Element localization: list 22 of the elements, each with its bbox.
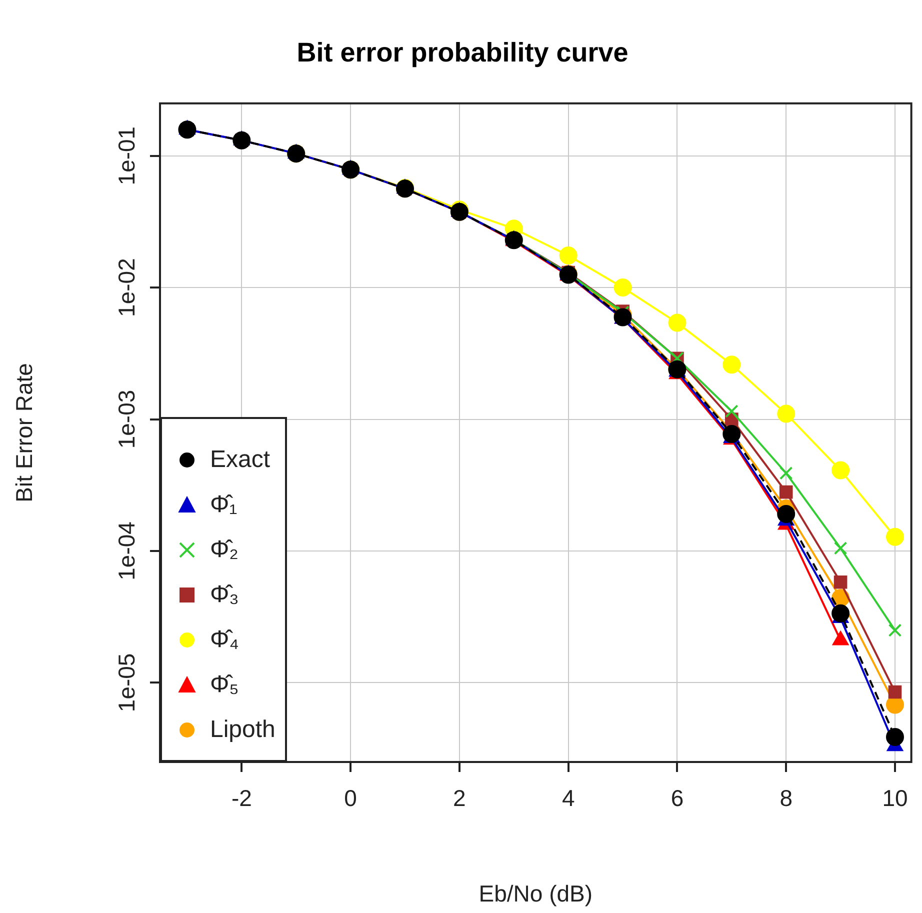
x-tick-label: 10: [882, 785, 908, 812]
y-tick-label: 1e-01: [113, 126, 140, 186]
x-tick-label: -2: [231, 785, 252, 812]
legend-label: Φ̂₁: [210, 490, 238, 518]
x-tick-label: 0: [344, 785, 357, 812]
x-axis-title: Eb/No (dB): [478, 880, 593, 907]
legend-label: Exact: [210, 446, 270, 474]
chart-title: Bit error probability curve: [296, 38, 628, 68]
x-tick-label: 6: [670, 785, 684, 812]
legend-label: Φ̂₅: [210, 670, 239, 698]
legend-label: Φ̂₄: [210, 626, 239, 654]
y-tick-label: 1e-04: [113, 521, 140, 580]
x-tick-label: 8: [780, 785, 792, 812]
legend-label: Φ̂₂: [210, 536, 238, 564]
legend-label: Φ̂₃: [210, 580, 239, 608]
y-tick-label: 1e-05: [113, 653, 140, 712]
y-tick-label: 1e-02: [113, 258, 140, 317]
x-tick-label: 4: [562, 785, 575, 812]
x-tick-label: 2: [453, 785, 466, 812]
legend-label: Lipoth: [210, 716, 276, 744]
y-axis-title: Bit Error Rate: [11, 363, 38, 502]
y-tick-label: 1e-03: [113, 390, 140, 449]
